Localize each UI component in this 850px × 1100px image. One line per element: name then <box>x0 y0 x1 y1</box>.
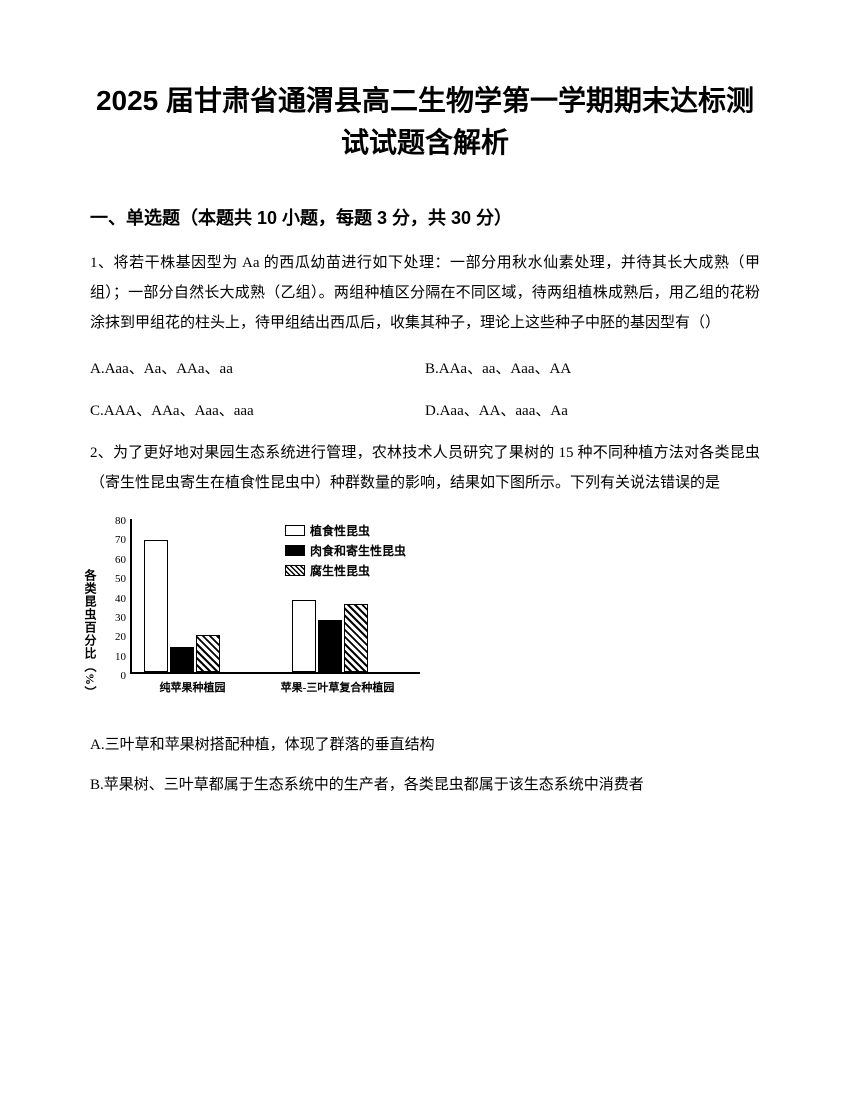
legend-swatch <box>285 565 305 576</box>
y-tick: 10 <box>108 652 126 663</box>
insect-chart: 各类昆虫百分比（%） 01020304050607080 植食性昆虫肉食和寄生性… <box>90 514 760 714</box>
y-tick: 0 <box>108 671 126 682</box>
y-tick: 80 <box>108 516 126 527</box>
q2-option-b: B.苹果树、三叶草都属于生态系统中的生产者，各类昆虫都属于该生态系统中消费者 <box>90 770 760 800</box>
q2-option-a: A.三叶草和苹果树搭配种植，体现了群落的垂直结构 <box>90 730 760 760</box>
legend-swatch <box>285 525 305 536</box>
q1-option-d: D.Aaa、AA、aaa、Aa <box>425 396 760 426</box>
legend-item: 肉食和寄生性昆虫 <box>285 542 406 559</box>
y-tick: 60 <box>108 555 126 566</box>
y-tick: 20 <box>108 632 126 643</box>
x-label: 纯苹果种植园 <box>130 679 255 695</box>
legend-swatch <box>285 545 305 556</box>
legend-label: 腐生性昆虫 <box>310 562 370 579</box>
section-header: 一、单选题（本题共 10 小题，每题 3 分，共 30 分） <box>90 204 760 230</box>
question-1-text: 1、将若干株基因型为 Aa 的西瓜幼苗进行如下处理：一部分用秋水仙素处理，并待其… <box>90 248 760 338</box>
chart-bar <box>344 604 368 672</box>
chart-y-label: 各类昆虫百分比（%） <box>82 569 99 699</box>
q1-option-a: A.Aaa、Aa、AAa、aa <box>90 354 425 384</box>
q1-option-b: B.AAa、aa、Aaa、AA <box>425 354 760 384</box>
q1-option-c: C.AAA、AAa、Aaa、aaa <box>90 396 425 426</box>
chart-legend: 植食性昆虫肉食和寄生性昆虫腐生性昆虫 <box>285 522 406 582</box>
y-tick: 40 <box>108 594 126 605</box>
chart-bar <box>292 600 316 672</box>
legend-item: 植食性昆虫 <box>285 522 406 539</box>
question-1-options-row-2: C.AAA、AAa、Aaa、aaa D.Aaa、AA、aaa、Aa <box>90 396 760 426</box>
page-title: 2025 届甘肃省通渭县高二生物学第一学期期末达标测试试题含解析 <box>90 80 760 164</box>
question-1-options-row-1: A.Aaa、Aa、AAa、aa B.AAa、aa、Aaa、AA <box>90 354 760 384</box>
chart-bar <box>196 635 220 672</box>
y-tick: 70 <box>108 535 126 546</box>
y-tick: 50 <box>108 574 126 585</box>
chart-bar <box>144 540 168 672</box>
legend-label: 植食性昆虫 <box>310 522 370 539</box>
y-tick: 30 <box>108 613 126 624</box>
question-2-text: 2、为了更好地对果园生态系统进行管理，农林技术人员研究了果树的 15 种不同种植… <box>90 438 760 498</box>
legend-label: 肉食和寄生性昆虫 <box>310 542 406 559</box>
x-label: 苹果-三叶草复合种植园 <box>255 679 420 695</box>
chart-bar <box>318 620 342 672</box>
chart-bar <box>170 647 194 672</box>
chart-x-labels: 纯苹果种植园苹果-三叶草复合种植园 <box>130 679 420 695</box>
legend-item: 腐生性昆虫 <box>285 562 406 579</box>
